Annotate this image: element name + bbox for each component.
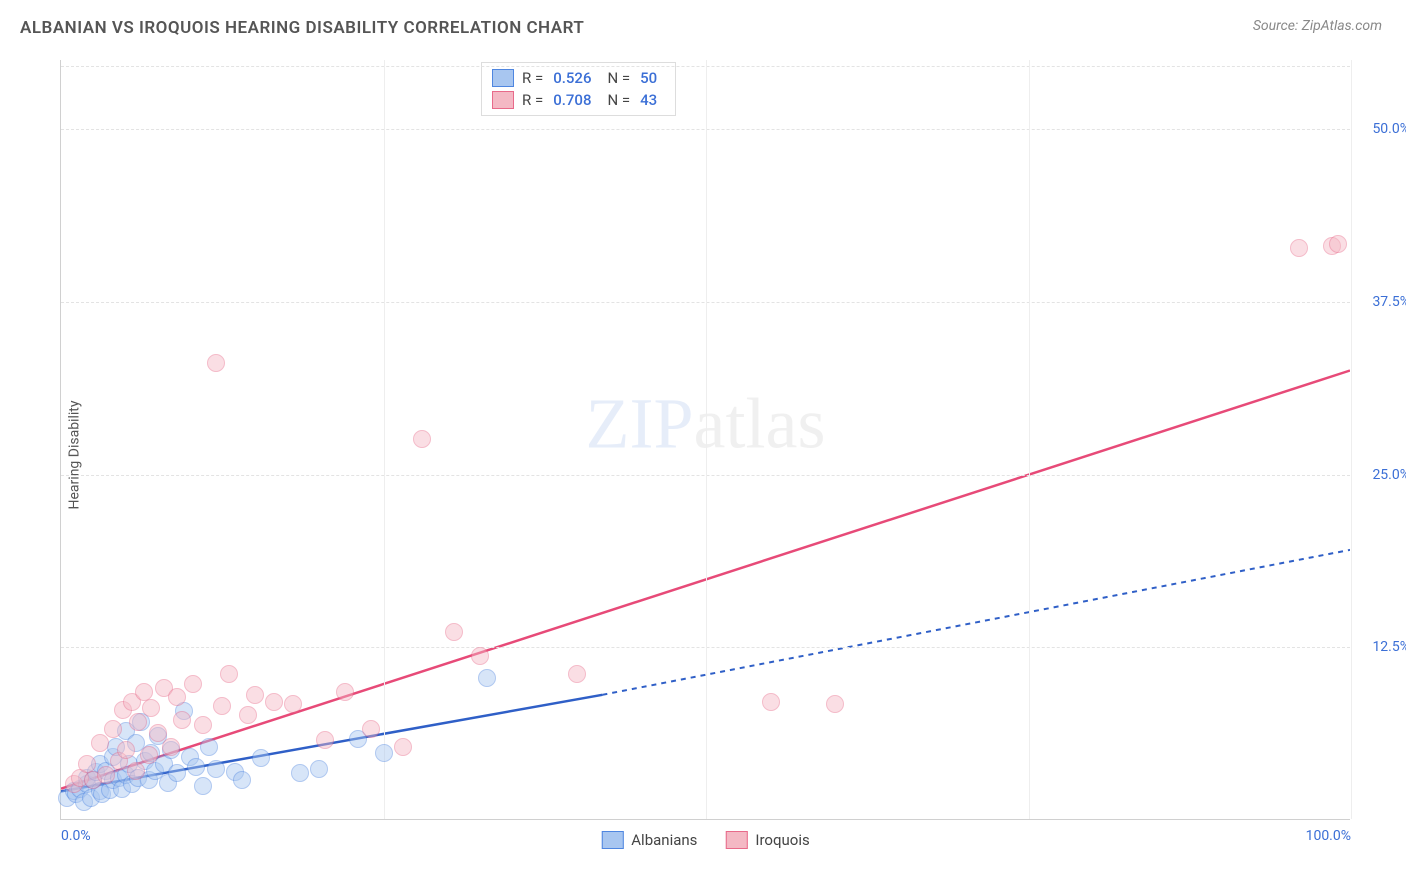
data-point bbox=[117, 741, 135, 759]
legend-swatch bbox=[601, 831, 623, 849]
data-point bbox=[162, 738, 180, 756]
data-point bbox=[445, 623, 463, 641]
source-value: ZipAtlas.com bbox=[1302, 18, 1382, 34]
gridline-vertical bbox=[384, 60, 385, 819]
y-tick-label: 37.5% bbox=[1372, 294, 1406, 310]
chart-container: Hearing Disability ZIPatlas R =0.526N =5… bbox=[50, 60, 1380, 850]
source-attribution: Source: ZipAtlas.com bbox=[1253, 18, 1382, 34]
legend-n-value: 43 bbox=[638, 91, 665, 109]
data-point bbox=[291, 764, 309, 782]
y-tick-label: 12.5% bbox=[1372, 639, 1406, 655]
data-point bbox=[568, 665, 586, 683]
legend-r-label: R = bbox=[522, 91, 543, 109]
source-label: Source: bbox=[1253, 18, 1298, 34]
y-tick-label: 50.0% bbox=[1372, 121, 1406, 137]
gridline-vertical bbox=[1029, 60, 1030, 819]
legend-label: Albanians bbox=[631, 831, 697, 849]
data-point bbox=[140, 746, 158, 764]
data-point bbox=[168, 764, 186, 782]
data-point bbox=[826, 695, 844, 713]
legend-r-value: 0.526 bbox=[551, 69, 599, 87]
data-point bbox=[284, 695, 302, 713]
watermark-atlas: atlas bbox=[694, 384, 826, 464]
legend-r-value: 0.708 bbox=[551, 91, 599, 109]
data-point bbox=[762, 693, 780, 711]
data-point bbox=[246, 686, 264, 704]
legend-n-value: 50 bbox=[638, 69, 665, 87]
x-tick-label: 100.0% bbox=[1306, 828, 1351, 844]
legend-swatch bbox=[725, 831, 747, 849]
data-point bbox=[129, 713, 147, 731]
data-point bbox=[200, 738, 218, 756]
data-point bbox=[184, 675, 202, 693]
data-point bbox=[78, 755, 96, 773]
data-point bbox=[336, 683, 354, 701]
legend-row: R = 0.526 N = 50 bbox=[492, 67, 665, 89]
data-point bbox=[478, 669, 496, 687]
data-point bbox=[142, 699, 160, 717]
data-point bbox=[168, 688, 186, 706]
correlation-legend: R = 0.526 N = 50 R = 0.708 N = 43 bbox=[481, 62, 676, 116]
data-point bbox=[394, 738, 412, 756]
data-point bbox=[413, 430, 431, 448]
data-point bbox=[194, 777, 212, 795]
data-point bbox=[187, 758, 205, 776]
data-point bbox=[265, 693, 283, 711]
plot-area: ZIPatlas R =0.526N =50R =0.708N =43 Alba… bbox=[60, 60, 1350, 820]
data-point bbox=[375, 744, 393, 762]
gridline-vertical bbox=[1351, 60, 1352, 819]
x-tick-label: 0.0% bbox=[61, 828, 91, 844]
gridline-vertical bbox=[706, 60, 707, 819]
data-point bbox=[316, 731, 334, 749]
data-point bbox=[207, 354, 225, 372]
data-point bbox=[97, 766, 115, 784]
data-point bbox=[1290, 239, 1308, 257]
data-point bbox=[135, 683, 153, 701]
legend-swatch bbox=[492, 91, 514, 109]
data-point bbox=[91, 734, 109, 752]
series-legend: Albanians Iroquois bbox=[601, 831, 809, 849]
data-point bbox=[104, 720, 122, 738]
data-point bbox=[362, 720, 380, 738]
legend-n-label: N = bbox=[607, 69, 630, 87]
data-point bbox=[239, 706, 257, 724]
data-point bbox=[310, 760, 328, 778]
legend-item: Albanians bbox=[601, 831, 697, 849]
data-point bbox=[233, 771, 251, 789]
data-point bbox=[207, 760, 225, 778]
data-point bbox=[127, 762, 145, 780]
chart-title: ALBANIAN VS IROQUOIS HEARING DISABILITY … bbox=[20, 18, 584, 38]
legend-label: Iroquois bbox=[755, 831, 809, 849]
data-point bbox=[1329, 235, 1347, 253]
y-tick-label: 25.0% bbox=[1372, 467, 1406, 483]
data-point bbox=[252, 749, 270, 767]
data-point bbox=[471, 647, 489, 665]
legend-r-label: R = bbox=[522, 69, 543, 87]
data-point bbox=[220, 665, 238, 683]
legend-item: Iroquois bbox=[725, 831, 809, 849]
data-point bbox=[194, 716, 212, 734]
data-point bbox=[173, 711, 191, 729]
watermark-zip: ZIP bbox=[586, 384, 694, 464]
legend-row: R = 0.708 N = 43 bbox=[492, 89, 665, 111]
data-point bbox=[213, 697, 231, 715]
legend-swatch bbox=[492, 69, 514, 87]
legend-n-label: N = bbox=[607, 91, 630, 109]
